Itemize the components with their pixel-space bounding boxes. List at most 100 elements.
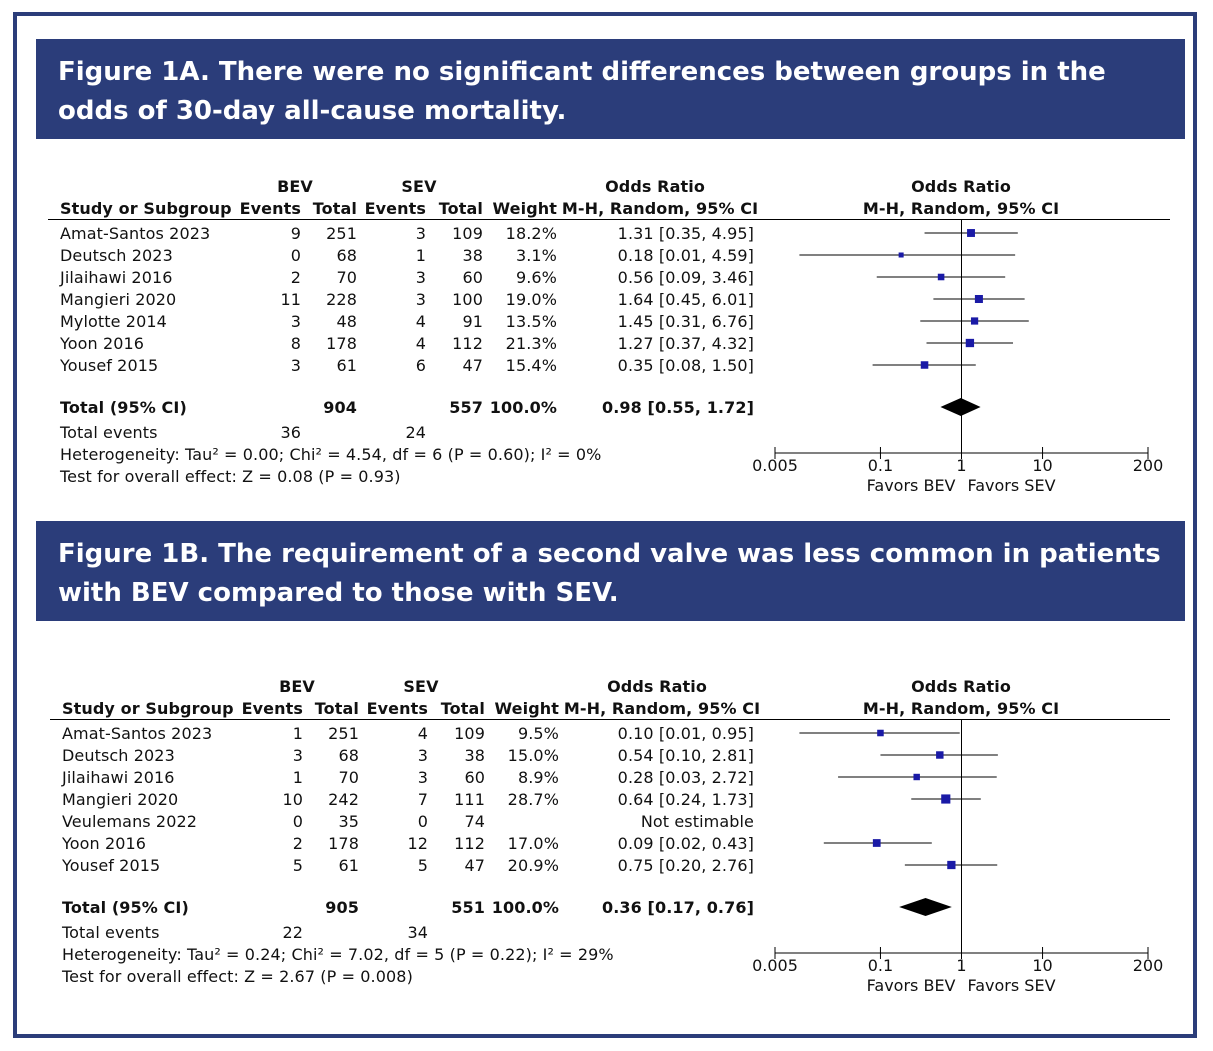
study-name: Yousef 2015 (62, 856, 161, 875)
sev-total: 100 (452, 290, 483, 309)
sev-total: 60 (464, 768, 485, 787)
study-marker (898, 252, 904, 258)
study-marker (877, 729, 884, 737)
study-weight: 9.6% (515, 268, 557, 287)
sev-total: 112 (454, 834, 485, 853)
study-marker (937, 273, 945, 281)
study-weight: 8.9% (517, 768, 559, 787)
plot-or-header: Odds Ratio (911, 177, 1011, 196)
sev-events: 4 (415, 334, 426, 353)
method-header: M-H, Random, 95% CI (563, 699, 761, 718)
x-tick-label: 1 (956, 956, 966, 975)
bev-total: 228 (326, 290, 357, 309)
study-marker (936, 751, 944, 759)
study-or-ci: 1.64 [0.45, 6.01] (617, 290, 754, 309)
plot-or-header: Odds Ratio (911, 677, 1011, 696)
overall-effect-text: Test for overall effect: Z = 0.08 (P = 0… (60, 467, 401, 486)
sev-events: 3 (415, 268, 426, 287)
method-header: M-H, Random, 95% CI (561, 199, 759, 218)
header-rule (50, 719, 1170, 720)
x-tick-label: 0.1 (868, 456, 893, 475)
favors-right-label: Favors SEV (968, 476, 1056, 495)
sev-total: 111 (454, 790, 485, 809)
bev-events: 5 (292, 856, 303, 875)
bev-total: 70 (338, 768, 359, 787)
pooled-or-ci: 0.98 [0.55, 1.72] (602, 398, 754, 417)
study-header: Study or Subgroup (62, 699, 234, 718)
sev-total: 74 (464, 812, 485, 831)
group1-header: BEV (277, 177, 313, 196)
pooled-diamond (940, 398, 981, 416)
study-marker (974, 294, 983, 304)
study-marker (913, 773, 920, 781)
sev-total: 47 (464, 856, 485, 875)
study-name: Yousef 2015 (60, 356, 159, 375)
bev-total: 178 (326, 334, 357, 353)
bev-events: 3 (290, 356, 301, 375)
study-weight: 20.9% (507, 856, 559, 875)
study-or-ci: 1.45 [0.31, 6.76] (617, 312, 754, 331)
bev-total: 61 (338, 856, 359, 875)
figure-b-panel: BEV SEV Odds Ratio Odds Ratio Study or Subgr… (0, 675, 1213, 1005)
sev-total: 109 (454, 724, 485, 743)
figure-a-panel: BEV SEV Odds Ratio Odds Ratio Study or Subgr… (0, 175, 1213, 505)
study-marker (965, 338, 975, 348)
study-or-ci: 0.54 [0.10, 2.81] (617, 746, 754, 765)
sev-events: 4 (415, 312, 426, 331)
overall-effect-text: Test for overall effect: Z = 2.67 (P = 0… (62, 967, 413, 986)
study-name: Jilaihawi 2016 (60, 268, 173, 287)
bev-total-events: 36 (280, 423, 301, 442)
study-weight: 15.4% (505, 356, 557, 375)
study-marker (941, 794, 951, 804)
study-name: Veulemans 2022 (62, 812, 198, 831)
study-weight: 28.7% (507, 790, 559, 809)
study-or-ci: 0.75 [0.20, 2.76] (617, 856, 754, 875)
favors-left-label: Favors BEV (867, 476, 956, 495)
heterogeneity-text: Heterogeneity: Tau² = 0.24; Chi² = 7.02,… (62, 945, 614, 964)
events1-header: Events (239, 199, 301, 218)
study-weight: 15.0% (507, 746, 559, 765)
study-or-ci: 0.64 [0.24, 1.73] (617, 790, 754, 809)
sev-events: 12 (407, 834, 428, 853)
study-name: Yoon 2016 (60, 334, 145, 353)
plot-method-header: M-H, Random, 95% CI (862, 699, 1060, 718)
study-name: Mangieri 2020 (60, 290, 177, 309)
x-tick-label: 10 (1032, 956, 1052, 975)
events1-header: Events (241, 699, 303, 718)
bev-events: 1 (292, 724, 303, 743)
study-weight: 3.1% (515, 246, 557, 265)
bev-total: 251 (326, 224, 357, 243)
bev-events: 8 (290, 334, 301, 353)
study-or-ci: 0.56 [0.09, 3.46] (617, 268, 754, 287)
bev-events: 9 (290, 224, 301, 243)
weight-header: Weight (494, 699, 559, 718)
study-weight: 13.5% (505, 312, 557, 331)
group1-header: BEV (279, 677, 315, 696)
study-name: Mylotte 2014 (60, 312, 167, 331)
bev-events: 3 (292, 746, 303, 765)
study-name: Yoon 2016 (62, 834, 147, 853)
sev-total: 109 (452, 224, 483, 243)
sev-grand-total: 551 (451, 898, 485, 917)
figure-a-title: Figure 1A. There were no significant dif… (36, 39, 1185, 139)
study-name: Mangieri 2020 (62, 790, 179, 809)
study-or-ci: 0.28 [0.03, 2.72] (617, 768, 754, 787)
sev-total: 112 (452, 334, 483, 353)
or-header: Odds Ratio (607, 677, 707, 696)
total1-header: Total (314, 699, 359, 718)
study-weight: 19.0% (505, 290, 557, 309)
x-tick-label: 0.005 (752, 456, 798, 475)
favors-left-label: Favors BEV (867, 976, 956, 995)
sev-total: 47 (462, 356, 483, 375)
study-weight: 21.3% (505, 334, 557, 353)
study-marker (967, 229, 975, 237)
group2-header: SEV (403, 677, 439, 696)
total1-header: Total (312, 199, 357, 218)
total-label: Total (95% CI) (60, 398, 187, 417)
total-events-label: Total events (62, 923, 160, 942)
study-or-ci: 0.10 [0.01, 0.95] (617, 724, 754, 743)
sev-events: 3 (417, 768, 428, 787)
forest-plot: 0.005 0.1 1 10 200 Favors BEV Favors SEV (752, 219, 1163, 495)
study-marker (947, 860, 956, 870)
events2-header: Events (366, 699, 428, 718)
